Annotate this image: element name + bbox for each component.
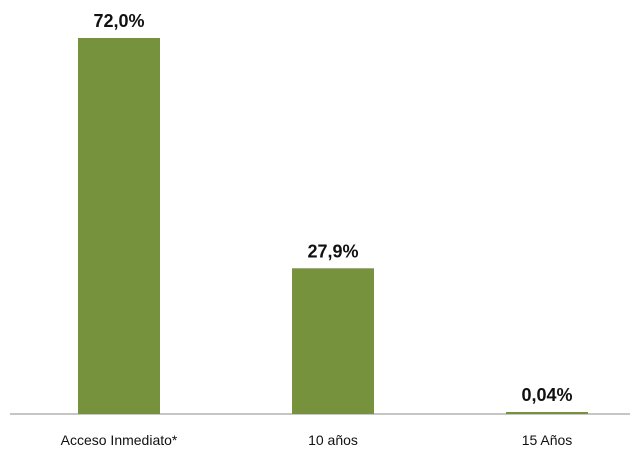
value-label-2: 0,04% <box>521 385 572 405</box>
bar-1 <box>292 268 374 414</box>
value-labels-group: 72,0% 27,9% 0,04% <box>93 11 572 405</box>
value-label-1: 27,9% <box>307 241 358 261</box>
value-label-0: 72,0% <box>93 11 144 31</box>
bars-group <box>78 38 588 414</box>
category-label-0: Acceso Inmediato* <box>61 432 178 448</box>
category-labels-group: Acceso Inmediato* 10 años 15 Años <box>61 432 573 448</box>
bar-2 <box>506 412 588 414</box>
category-label-1: 10 años <box>308 432 358 448</box>
bar-0 <box>78 38 160 414</box>
category-label-2: 15 Años <box>522 432 573 448</box>
